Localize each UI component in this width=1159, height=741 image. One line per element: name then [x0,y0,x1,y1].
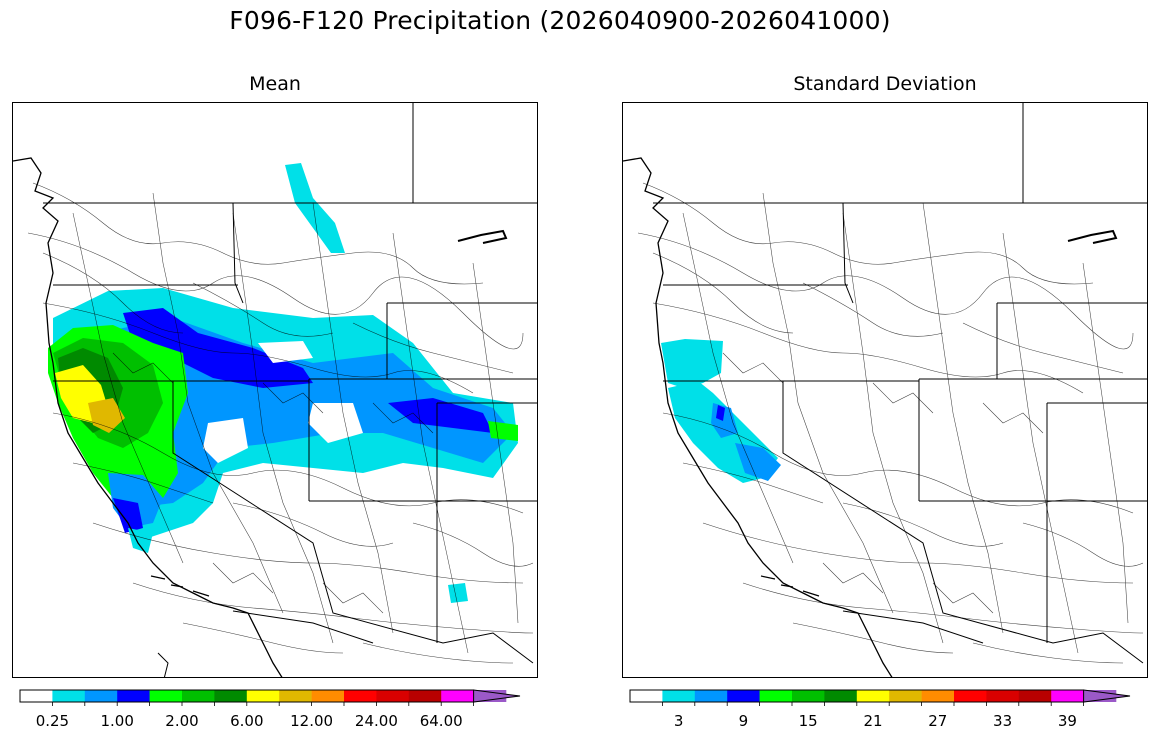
sd-colorbar-swatch [1018,690,1052,702]
sd-colorbar-extend-arrow [1083,689,1131,703]
mean-blue-east [388,398,493,433]
sd-panel-title: Standard Deviation [793,73,977,95]
sd-colorbar-tick-label: 15 [799,712,818,730]
sd-colorbar-swatch [921,690,955,702]
mean-colorbar-tick-label: 12.00 [290,712,333,730]
mean-colorbar-tick-label: 2.00 [165,712,198,730]
mean-coastal-darkblue [113,498,143,533]
mean-colorbar-swatch [376,690,410,702]
sd-colorbar-swatch [630,690,663,702]
mean-colorbar-swatch [311,690,345,702]
sd-colorbar-swatch [824,690,858,702]
mean-sw-cyan [448,583,468,603]
sd-north-coast-cyan [661,339,723,388]
sd-blue-spot [716,405,725,421]
sd-colorbar-tick-label: 33 [993,712,1012,730]
mean-montana-cyan [285,163,345,253]
sd-colorbar-tick-label: 21 [863,712,882,730]
sd-colorbar-swatch [662,690,696,702]
sd-colorbar: 3 9 15 21 27 33 39 [628,688,1142,732]
mean-colorbar-extend-arrow [473,689,521,703]
sd-colorbar-swatch [792,690,825,702]
mean-colorbar-swatch [149,690,183,702]
sd-coastline [623,157,893,677]
sd-map-panel [622,102,1148,678]
mean-colorbar-swatch [279,690,312,702]
sd-map-svg [623,103,1147,677]
sd-sierra-lightblue [735,443,781,481]
sd-colorbar-swatch [759,690,793,702]
mean-colorbar-swatch [246,690,280,702]
mean-gap-2 [308,403,363,443]
mean-colorbar-swatch [214,690,248,702]
sd-coastline-and-borders [623,103,1147,677]
mean-colorbar-swatch [344,690,377,702]
sd-colorbar-swatch [856,690,890,702]
sd-shading [661,339,781,483]
mean-colorbar-swatch [182,690,215,702]
mean-colorbar-swatch [20,690,53,702]
sd-colorbar-swatch [1051,690,1084,702]
sd-basin-boundaries [637,182,1144,664]
sd-colorbar-swatch [889,690,922,702]
sd-colorbar-tick-label: 9 [739,712,749,730]
mean-coastline-and-borders [13,103,537,677]
mean-map-panel [12,102,538,678]
mean-map-svg [13,103,537,677]
sd-colorbar-swatch [954,690,987,702]
sd-colorbar-swatch [986,690,1020,702]
mean-colorbar-tick-label: 24.00 [355,712,398,730]
mean-colorbar-swatch [52,690,86,702]
mean-colorbar-swatch [117,690,150,702]
mean-colorbar-tick-label: 64.00 [420,712,463,730]
mean-colorbar-swatch [441,690,474,702]
mean-gap-1 [203,418,248,463]
sd-colorbar-swatch [694,690,728,702]
sd-colorbar-tick-label: 3 [674,712,684,730]
mean-precip-shading [48,163,518,603]
mean-colorbar-swatch [408,690,442,702]
mean-colorbar: 0.25 1.00 2.00 6.00 12.00 24.00 64.00 [18,688,532,732]
mean-colorbar-tick-label: 6.00 [230,712,263,730]
sd-colorbar-tick-label: 27 [928,712,947,730]
mean-gold-spot [88,398,125,433]
sd-colorbar-swatch [727,690,760,702]
mean-colorbar-svg: 0.25 1.00 2.00 6.00 12.00 24.00 64.00 [19,689,521,730]
mean-colorbar-tick-label: 1.00 [100,712,133,730]
mean-panel-title: Mean [249,73,301,95]
mean-blue-north [123,308,313,388]
sd-colorbar-svg: 3 9 15 21 27 33 39 [629,689,1131,730]
mean-colorbar-tick-label: 0.25 [36,712,69,730]
sd-colorbar-tick-label: 39 [1058,712,1077,730]
figure-title: F096-F120 Precipitation (2026040900-2026… [229,6,891,35]
mean-colorbar-swatch [84,690,118,702]
mean-green-east [488,421,518,441]
